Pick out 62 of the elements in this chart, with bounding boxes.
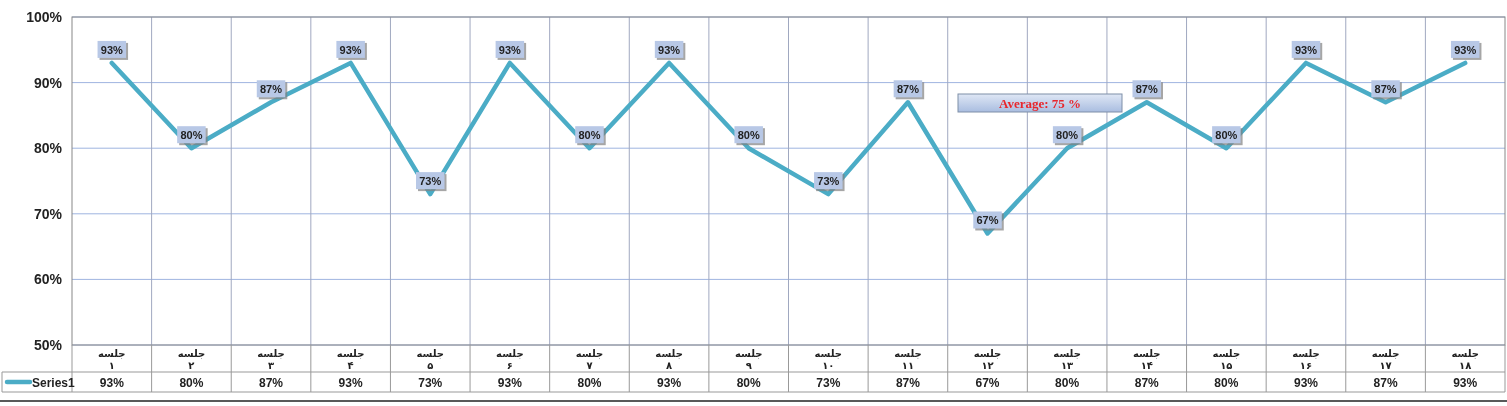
x-tick-label: جلسه ۷ — [575, 348, 604, 371]
y-tick-label: 50% — [33, 337, 63, 353]
text: 80% — [180, 129, 203, 142]
text: 80% — [1215, 129, 1238, 142]
text: 87% — [260, 83, 283, 96]
data-label: 67% — [975, 376, 1000, 390]
y-tick-label: 60% — [33, 271, 63, 288]
x-tick-label: جلسه ۸ — [655, 348, 683, 371]
text: 93% — [1294, 43, 1317, 56]
x-tick-label: جلسه ۴ — [336, 348, 365, 371]
x-tick-label: جلسه ۹ — [734, 348, 763, 371]
x-tick-label: جلسه ۶ — [496, 348, 524, 371]
data-label: 73% — [816, 376, 841, 390]
data-label: 80% — [736, 376, 762, 390]
text: 93% — [658, 43, 681, 56]
text: 67% — [976, 214, 999, 227]
y-tick-label: 90% — [33, 74, 63, 91]
y-tick-label: 100% — [26, 9, 63, 25]
data-label: 93% — [657, 376, 682, 390]
text: 87% — [896, 83, 919, 96]
data-label: 87% — [1373, 376, 1398, 390]
x-tick-label: جلسه ۱۲ — [973, 348, 1002, 371]
text: 73% — [817, 175, 840, 188]
x-tick-label: جلسه ۱۶ — [1292, 348, 1320, 371]
data-label: 80% — [1055, 376, 1080, 390]
data-label: 87% — [895, 376, 921, 390]
data-label: 93% — [338, 376, 363, 390]
x-tick-label: جلسه ۵ — [416, 348, 445, 371]
data-label: 80% — [179, 376, 204, 390]
x-tick-label: جلسه ۳ — [257, 348, 285, 371]
x-tick-label: جلسه ۱۰ — [814, 348, 843, 371]
data-label: 80% — [1214, 376, 1239, 390]
annotation: Average: 75 % — [998, 96, 1082, 111]
data-label: 93% — [1453, 376, 1478, 390]
text: 80% — [737, 129, 760, 142]
x-tick-label: جلسه ۱۱ — [894, 348, 922, 371]
x-tick-label: جلسه ۱۵ — [1212, 348, 1241, 371]
text: 73% — [419, 175, 442, 188]
data-label: 93% — [99, 376, 125, 390]
data-label: 87% — [259, 376, 284, 390]
data-label: 87% — [1134, 376, 1160, 390]
text: 87% — [1374, 83, 1397, 96]
text: 80% — [1056, 129, 1079, 142]
y-tick-label: 80% — [33, 140, 63, 157]
data-label: 73% — [418, 376, 443, 390]
text: 93% — [339, 43, 362, 56]
x-tick-label: جلسه ۱۷ — [1371, 348, 1400, 371]
text: 80% — [578, 129, 601, 142]
text: 87% — [1135, 83, 1158, 96]
x-tick-label: جلسه ۱۸ — [1451, 348, 1479, 371]
x-tick-label: جلسه ۱۴ — [1132, 348, 1161, 371]
y-tick-label: 70% — [33, 205, 63, 222]
data-label: 80% — [577, 376, 602, 390]
x-tick-label: جلسه ۱ — [98, 348, 126, 371]
data-label: 93% — [497, 376, 523, 390]
text: 93% — [100, 43, 123, 56]
text: 93% — [1454, 43, 1477, 56]
x-tick-label: جلسه ۱۳ — [1053, 348, 1081, 371]
data-label: 93% — [1293, 376, 1319, 390]
text: 93% — [498, 43, 521, 56]
x-tick-label: جلسه ۲ — [177, 348, 206, 371]
legend-label: Series1 — [32, 376, 76, 390]
